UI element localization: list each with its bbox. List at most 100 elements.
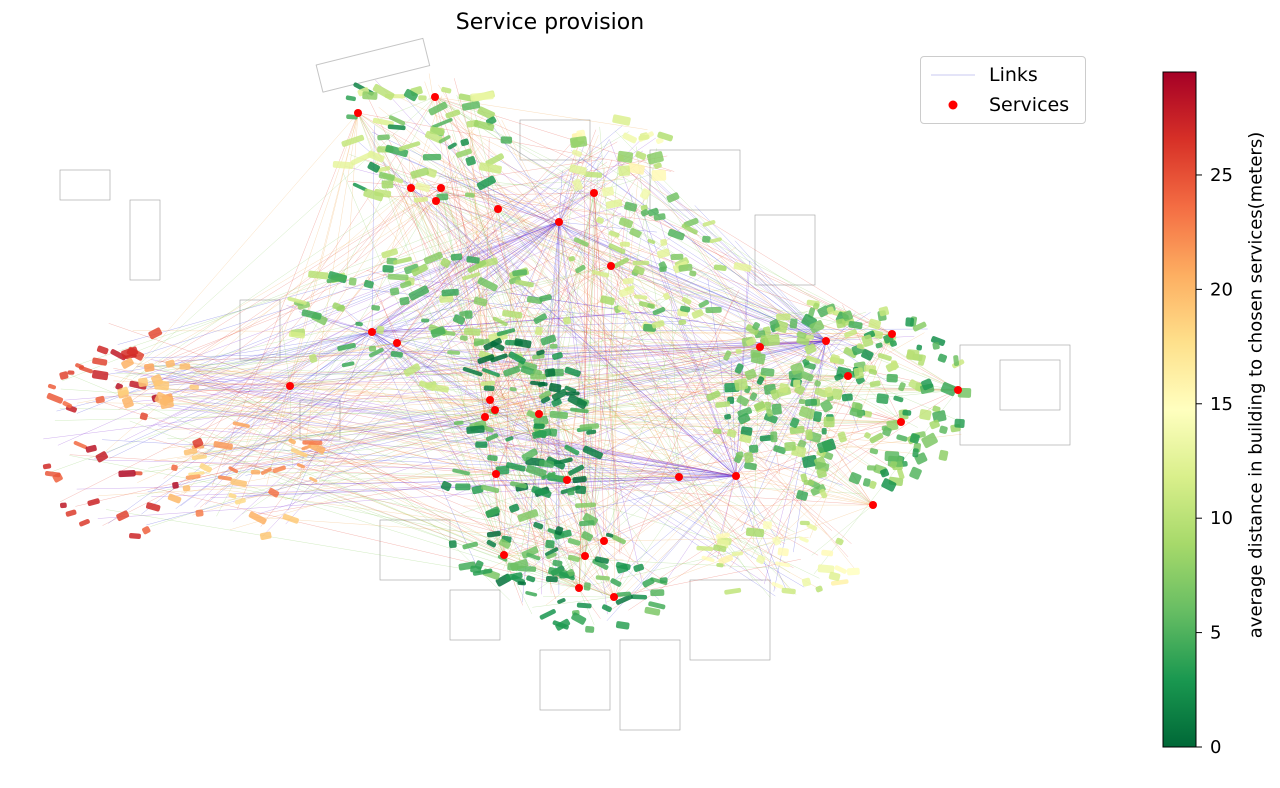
link-line [108, 331, 373, 524]
link-line [160, 187, 442, 363]
link-line [532, 596, 615, 608]
link-line [311, 409, 496, 486]
building [486, 539, 497, 548]
building [829, 354, 840, 364]
link-line [166, 200, 437, 378]
building [796, 490, 809, 501]
colorbar-label: average distance in building to chosen s… [1245, 131, 1267, 639]
building [421, 318, 430, 323]
building [611, 534, 626, 545]
link-line [497, 141, 618, 210]
service-marker [407, 184, 415, 192]
building [772, 536, 781, 546]
building [653, 162, 662, 169]
building [213, 441, 233, 450]
building [712, 428, 722, 435]
link-line [656, 301, 874, 506]
building [118, 470, 136, 478]
link-line [388, 166, 737, 477]
link-line [192, 389, 568, 481]
building [835, 318, 846, 329]
building [624, 285, 635, 292]
link-line [538, 413, 552, 594]
building [259, 531, 272, 541]
building [531, 486, 552, 498]
link-line [735, 260, 751, 477]
building [65, 509, 77, 517]
link-line [159, 342, 398, 372]
link-line [440, 187, 695, 300]
building [363, 279, 374, 289]
building [834, 565, 847, 574]
building [363, 188, 384, 202]
building [734, 378, 748, 391]
building [232, 421, 250, 428]
link-line [809, 333, 893, 539]
building [775, 561, 791, 568]
link-line [145, 404, 737, 477]
link-line [124, 221, 560, 441]
link-line [537, 221, 560, 496]
building [517, 509, 539, 522]
link-line [148, 437, 586, 557]
building [520, 365, 536, 376]
building [716, 563, 724, 568]
building [348, 277, 357, 286]
link-line [150, 388, 491, 401]
building [762, 521, 772, 530]
service-marker [500, 551, 508, 559]
building [557, 598, 566, 604]
link-line [444, 90, 605, 542]
link-line [759, 346, 933, 386]
building [898, 382, 906, 392]
building [165, 359, 175, 368]
building [655, 137, 664, 144]
building [477, 106, 495, 120]
building [631, 594, 648, 600]
building [368, 345, 377, 352]
building [410, 167, 429, 179]
link-line [425, 354, 586, 557]
building [422, 153, 442, 161]
building [564, 366, 581, 377]
link-line [494, 409, 822, 591]
building [837, 431, 847, 443]
building [696, 545, 714, 552]
building [881, 478, 897, 492]
building [460, 138, 470, 147]
building [411, 263, 429, 277]
link-line [184, 363, 505, 556]
building [530, 373, 547, 380]
building [572, 178, 583, 191]
building [912, 321, 927, 332]
building [698, 299, 709, 308]
building [389, 287, 400, 296]
link-line [384, 152, 496, 411]
building [736, 395, 749, 407]
building [889, 340, 897, 347]
link-line [77, 342, 398, 404]
building [793, 379, 801, 388]
link-line [500, 389, 959, 398]
link-line [221, 221, 560, 468]
building [640, 209, 649, 217]
link-line [483, 182, 849, 377]
building [172, 481, 179, 489]
link-line [558, 203, 635, 223]
building [490, 353, 508, 363]
link-line [249, 516, 605, 542]
building [583, 582, 591, 591]
link-line [179, 416, 486, 482]
building [431, 384, 449, 393]
building [182, 485, 191, 492]
building [869, 380, 881, 388]
building [568, 255, 575, 262]
building [62, 401, 73, 409]
legend: Links Services [920, 56, 1086, 124]
link-line [201, 331, 373, 458]
building [426, 168, 438, 178]
link-line [56, 331, 373, 412]
link-line [385, 90, 595, 194]
building [586, 429, 597, 435]
link-line [414, 197, 737, 477]
